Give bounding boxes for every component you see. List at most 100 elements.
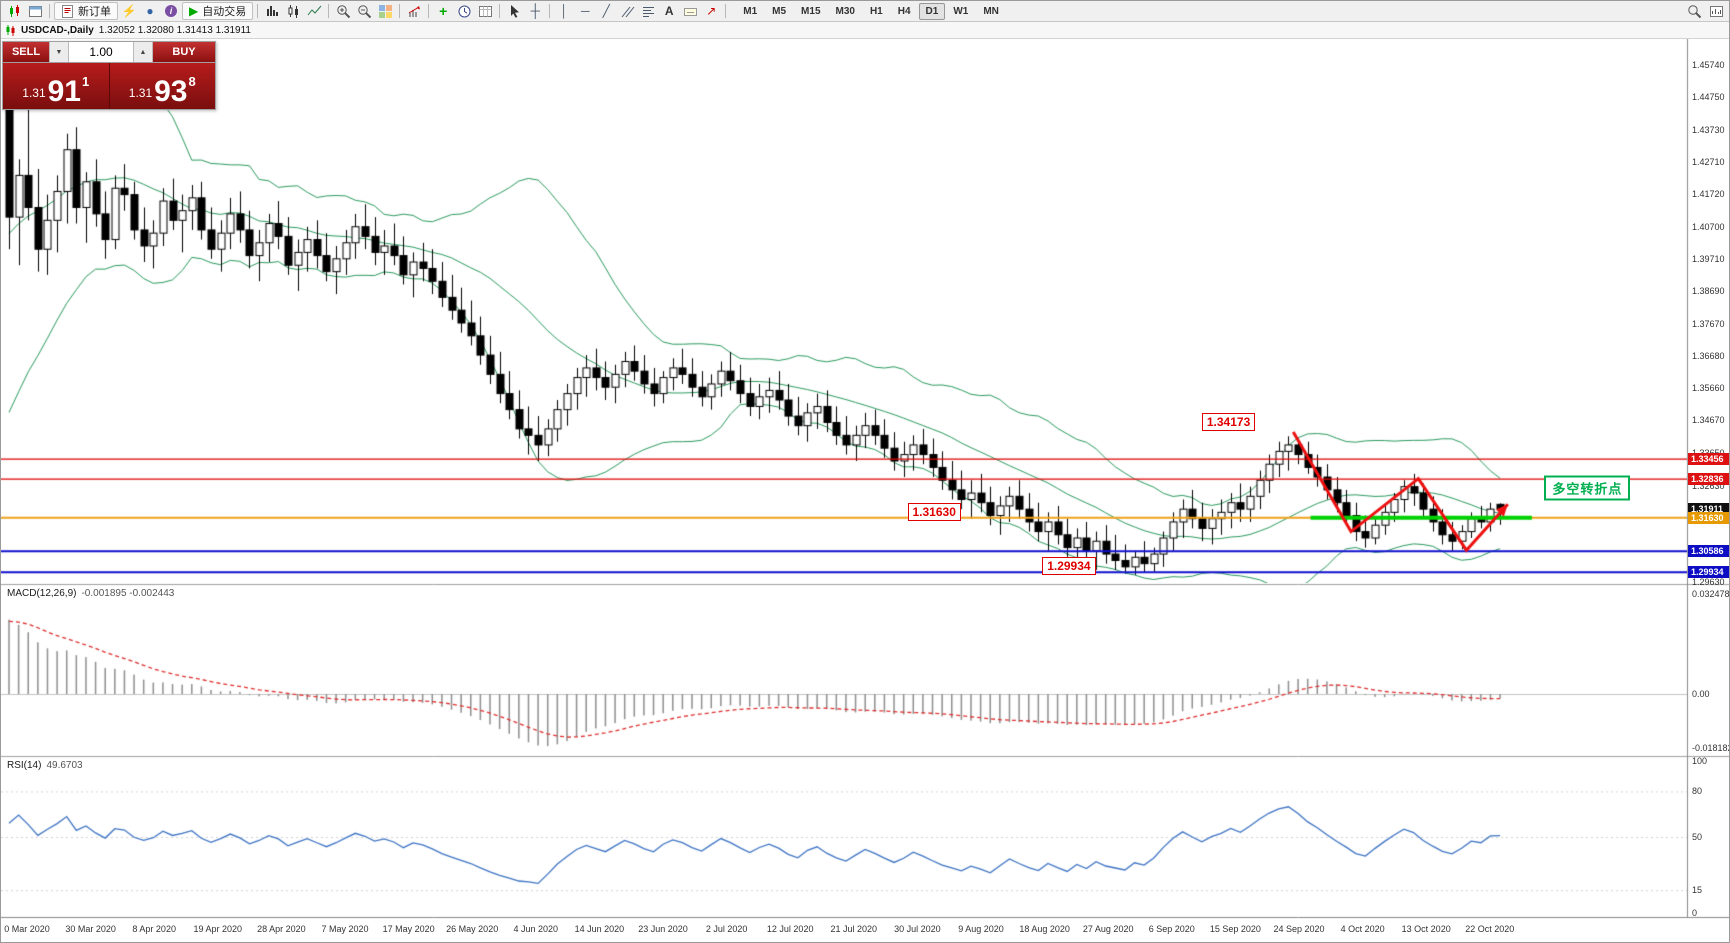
new-order-label: 新订单 bbox=[78, 6, 111, 18]
buy-button[interactable]: BUY bbox=[153, 42, 215, 62]
toolbar-separator bbox=[549, 4, 551, 18]
price-axis-label: 1.44750 bbox=[1692, 91, 1725, 102]
new-chart-icon[interactable] bbox=[4, 2, 24, 20]
timeframe-d1[interactable]: D1 bbox=[918, 2, 946, 20]
sell-price-display[interactable]: 1.31 91 1 bbox=[3, 63, 109, 109]
price-axis[interactable]: 1.45740 1.44750 1.43730 1.42710 1.41720 1.407… bbox=[1688, 39, 1730, 942]
time-axis-label: 26 May 2020 bbox=[446, 924, 499, 934]
price-badge: 1.30586 bbox=[1688, 545, 1729, 558]
tile-windows-icon[interactable] bbox=[375, 2, 395, 20]
sell-price-prefix: 1.31 bbox=[22, 86, 46, 100]
zoom-out-icon[interactable] bbox=[354, 2, 374, 20]
timeframe-m1[interactable]: M1 bbox=[743, 5, 758, 17]
buy-price-pip: 8 bbox=[188, 74, 196, 89]
zoom-in-icon[interactable] bbox=[333, 2, 353, 20]
info-icon[interactable]: i bbox=[161, 2, 181, 20]
text-icon[interactable]: A bbox=[664, 4, 674, 18]
rsi-axis-label: 50 bbox=[1692, 832, 1703, 842]
timeframe-m30[interactable]: M30 bbox=[835, 5, 855, 17]
add-indicator-icon[interactable]: + bbox=[439, 3, 448, 19]
timeframe-m5[interactable]: M5 bbox=[772, 5, 787, 17]
chart-profiles-icon[interactable] bbox=[25, 2, 45, 20]
timeframe-toolbar: M1 M5 M15 M30 H1 H4 D1 W1 MN bbox=[736, 2, 1006, 20]
auto-trading-button[interactable]: ▶ 自动交易 bbox=[182, 2, 254, 20]
time-axis-label: 13 Oct 2020 bbox=[1401, 924, 1451, 934]
time-axis-label: 30 Mar 2020 bbox=[65, 924, 116, 934]
timeframe-h4[interactable]: H4 bbox=[897, 5, 911, 17]
price-badge: 1.32836 bbox=[1688, 473, 1729, 486]
time-axis-label: 6 Sep 2020 bbox=[1148, 924, 1195, 934]
time-axis-label: 28 Apr 2020 bbox=[257, 924, 306, 934]
timeframe-mn[interactable]: MN bbox=[983, 5, 999, 17]
price-label-high[interactable]: 1.34173 bbox=[1201, 413, 1256, 432]
time-axis-label: 24 Sep 2020 bbox=[1273, 924, 1325, 934]
macd-axis-label: 0.032478 bbox=[1692, 589, 1730, 599]
sell-price-big: 91 bbox=[47, 75, 81, 108]
bar-chart-icon[interactable] bbox=[262, 2, 282, 20]
turning-point-label[interactable]: 多空转折点 bbox=[1544, 475, 1631, 501]
accounts-icon[interactable]: ● bbox=[146, 4, 154, 18]
periods-icon[interactable] bbox=[454, 2, 474, 20]
time-axis-label: 23 Jun 2020 bbox=[638, 924, 688, 934]
time-axis[interactable]: 0 Mar 2020 30 Mar 2020 8 Apr 2020 19 Apr 20… bbox=[1, 916, 1688, 942]
volume-input[interactable] bbox=[69, 42, 133, 62]
price-label-support[interactable]: 1.31630 bbox=[907, 503, 961, 521]
crosshair-icon[interactable]: ┼ bbox=[530, 3, 540, 18]
price-axis-label: 1.36680 bbox=[1692, 350, 1725, 361]
chart-title: USDCAD-,Daily bbox=[21, 24, 94, 36]
main-toolbar: 新订单 ⚡ ● i ▶ 自动交易 + ┼ │ ─ ╱ A ↗ M1 M5 M15 M3… bbox=[1, 1, 1729, 22]
macd-axis-label: -0.018182 bbox=[1692, 743, 1730, 753]
templates-icon[interactable] bbox=[475, 2, 495, 20]
price-axis-label: 1.37670 bbox=[1692, 318, 1725, 329]
volume-down-button[interactable]: ▼ bbox=[49, 42, 69, 62]
rsi-pane-label: RSI(14) 49.6703 bbox=[7, 760, 83, 771]
chart-window-icon[interactable] bbox=[1706, 2, 1726, 20]
new-order-button[interactable]: 新订单 bbox=[54, 2, 118, 20]
toolbar-separator bbox=[328, 4, 330, 18]
price-label-low[interactable]: 1.29934 bbox=[1042, 556, 1096, 575]
arrows-icon[interactable]: ↗ bbox=[706, 4, 717, 18]
vertical-line-icon[interactable]: │ bbox=[560, 4, 568, 18]
fibonacci-icon[interactable] bbox=[638, 2, 658, 20]
lightning-icon[interactable]: ⚡ bbox=[121, 4, 137, 18]
price-axis-label: 1.38690 bbox=[1692, 286, 1725, 297]
time-axis-label: 0 Mar 2020 bbox=[4, 924, 50, 934]
price-axis-label: 1.41720 bbox=[1692, 189, 1725, 199]
price-axis-label: 1.43730 bbox=[1692, 124, 1725, 135]
rsi-name: RSI(14) bbox=[7, 760, 42, 771]
new-order-icon bbox=[62, 4, 73, 18]
chart-icon bbox=[6, 25, 15, 36]
price-axis-label: 1.33650 bbox=[1692, 448, 1725, 458]
price-axis-label: 1.40700 bbox=[1692, 221, 1725, 232]
trendline-icon[interactable]: ╱ bbox=[602, 4, 610, 18]
chart-window-titlebar[interactable]: USDCAD-,Daily 1.32052 1.32080 1.31413 1.… bbox=[1, 22, 1729, 39]
volume-up-button[interactable]: ▲ bbox=[133, 42, 153, 62]
sell-price-pip: 1 bbox=[82, 74, 90, 89]
search-icon[interactable] bbox=[1684, 2, 1704, 20]
price-axis-label: 1.32630 bbox=[1692, 480, 1725, 491]
channel-icon[interactable] bbox=[617, 2, 637, 20]
auto-trading-label: 自动交易 bbox=[202, 6, 247, 18]
buy-price-display[interactable]: 1.31 93 8 bbox=[108, 63, 215, 109]
rsi-value: 49.6703 bbox=[46, 760, 83, 771]
horizontal-line-icon[interactable]: ─ bbox=[580, 4, 590, 18]
toolbar-separator bbox=[725, 4, 727, 18]
candlestick-chart-icon[interactable] bbox=[283, 2, 303, 20]
sell-button[interactable]: SELL bbox=[3, 42, 49, 62]
rsi-axis-label: 80 bbox=[1692, 786, 1703, 797]
label-icon[interactable] bbox=[680, 2, 700, 20]
price-badge: 1.31911 bbox=[1688, 502, 1729, 515]
time-axis-label: 14 Jun 2020 bbox=[574, 924, 625, 934]
rsi-axis-label: 15 bbox=[1692, 885, 1703, 896]
time-axis-label: 4 Oct 2020 bbox=[1340, 924, 1385, 934]
indicators-icon[interactable] bbox=[404, 2, 424, 20]
rsi-axis-label: 100 bbox=[1692, 756, 1708, 766]
timeframe-h1[interactable]: H1 bbox=[869, 5, 883, 17]
timeframe-m15[interactable]: M15 bbox=[801, 5, 821, 17]
line-chart-icon[interactable] bbox=[304, 2, 324, 20]
price-axis-label: 1.34670 bbox=[1692, 415, 1725, 426]
time-axis-label: 19 Apr 2020 bbox=[193, 924, 243, 934]
cursor-icon[interactable] bbox=[504, 2, 524, 20]
timeframe-w1[interactable]: W1 bbox=[953, 5, 969, 17]
